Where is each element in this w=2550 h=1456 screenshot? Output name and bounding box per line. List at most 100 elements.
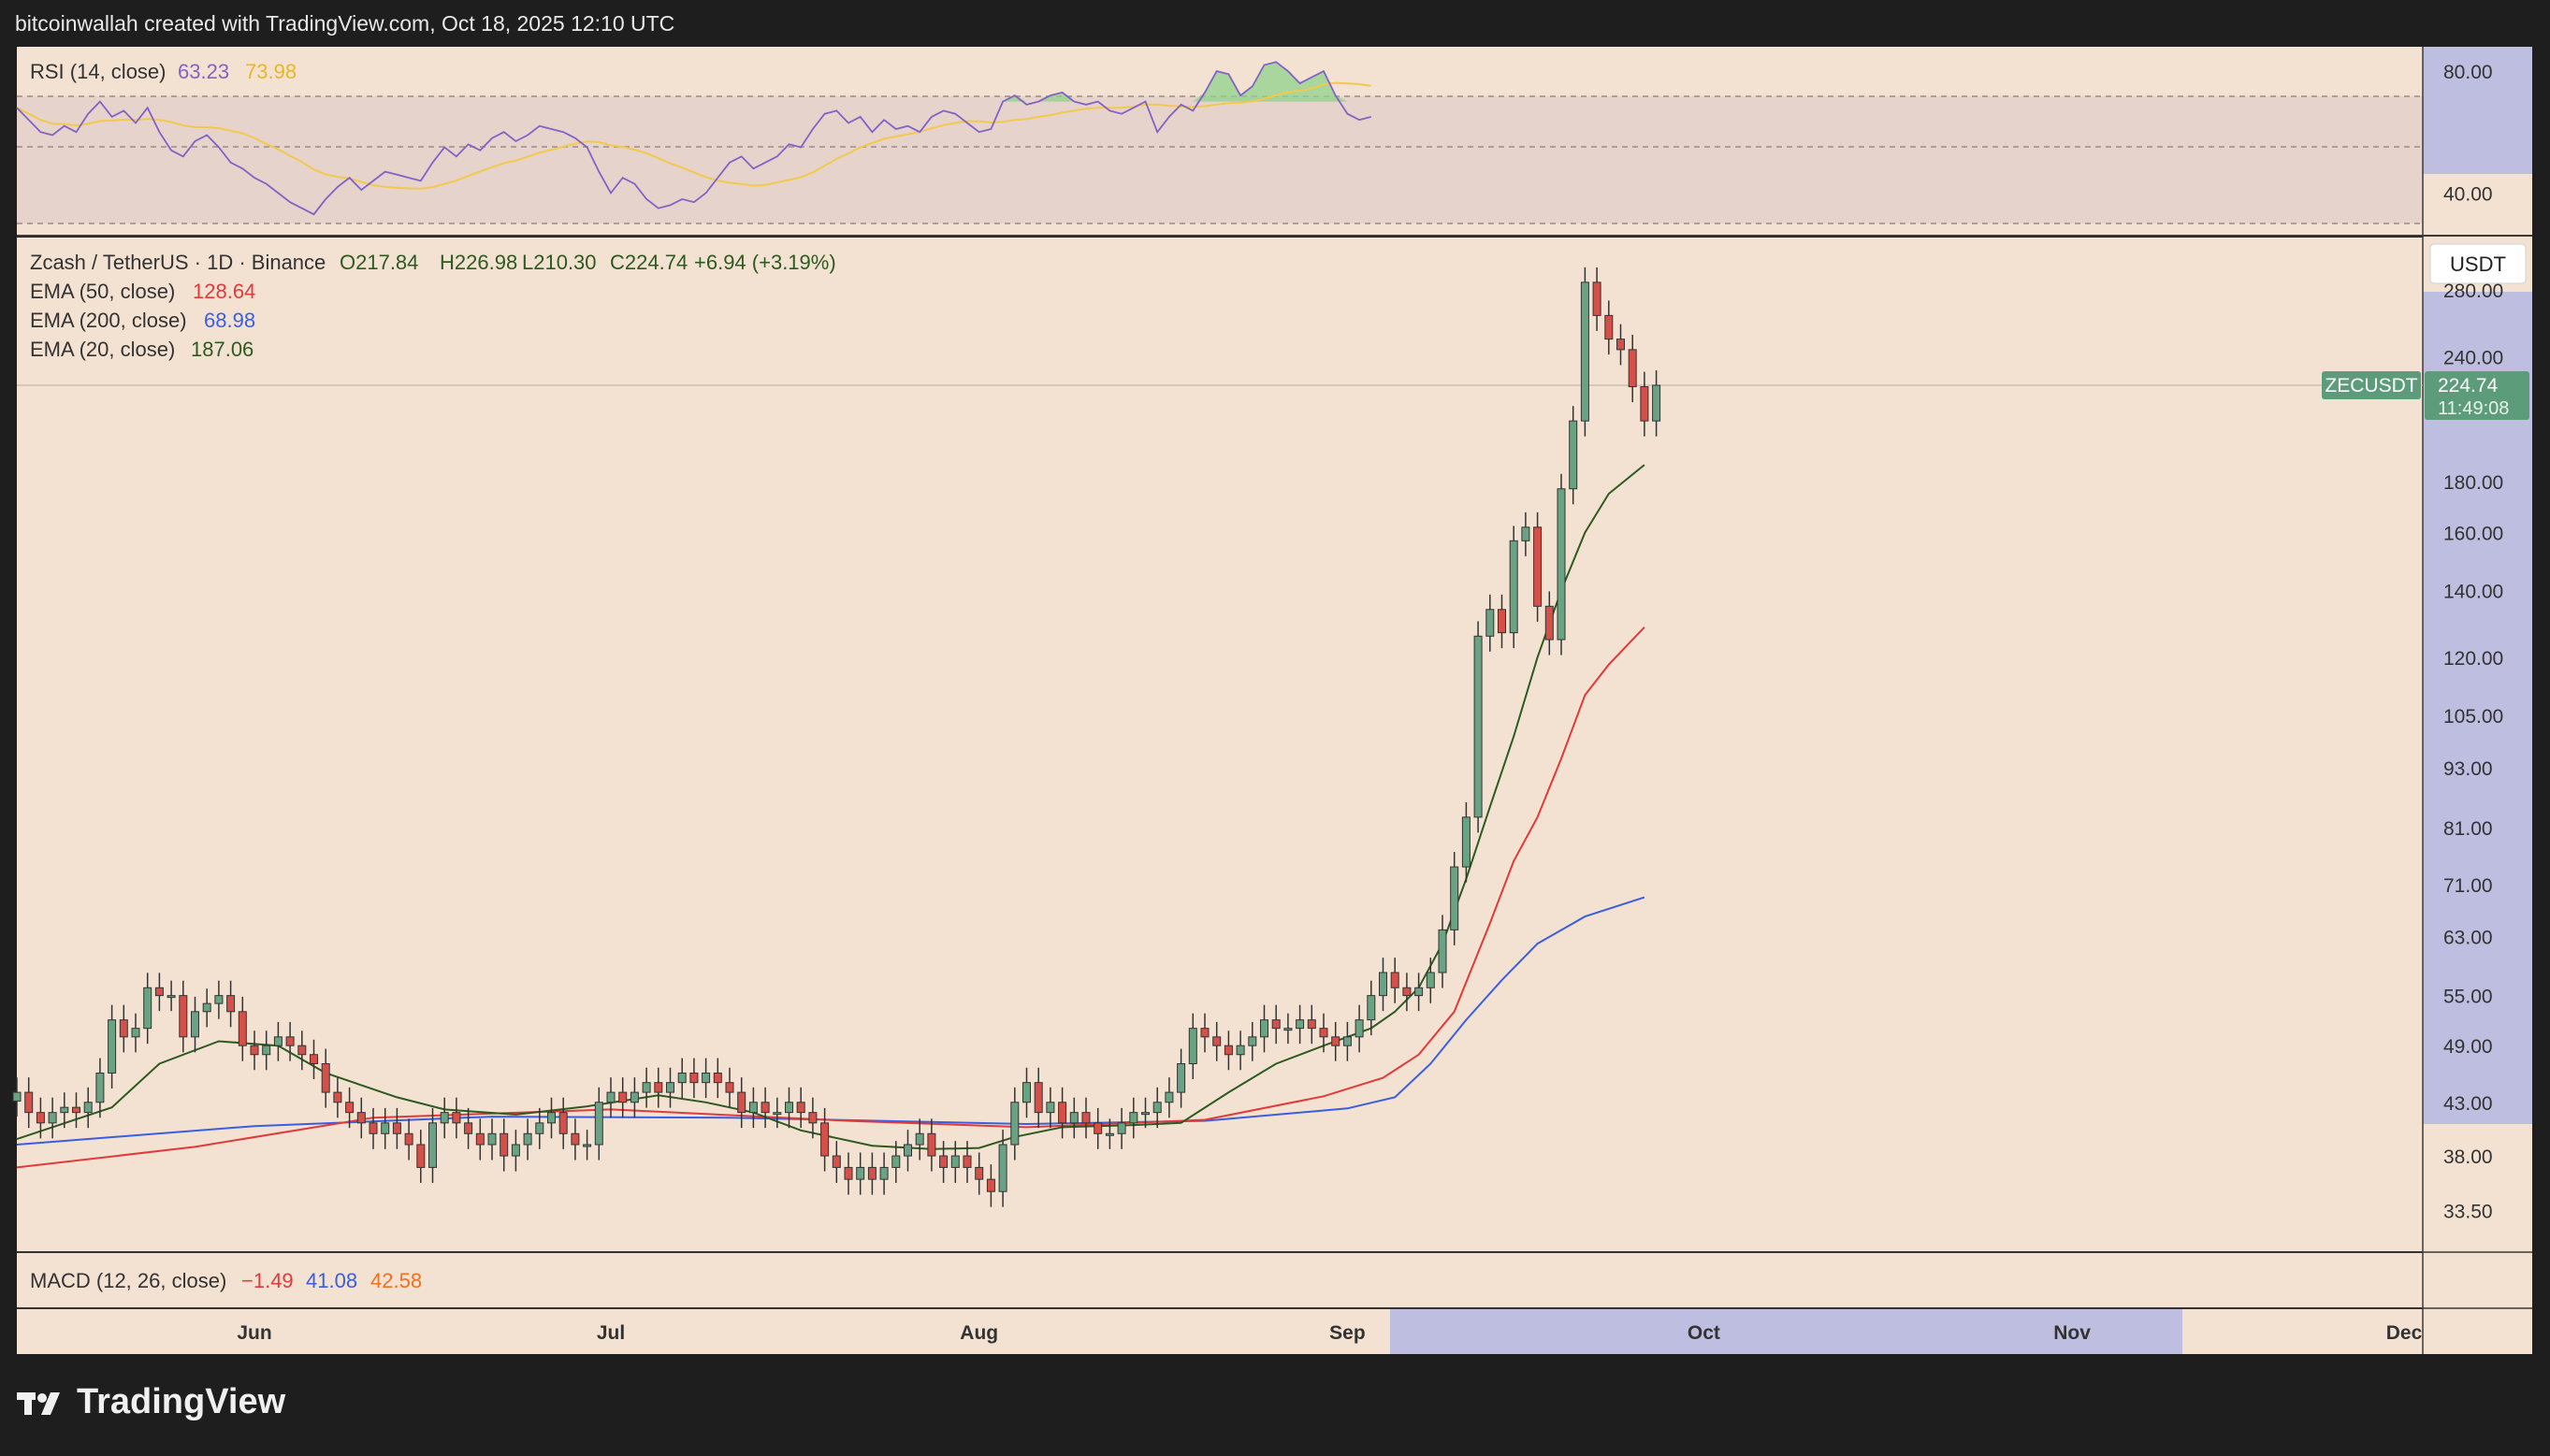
- candle: [464, 1107, 473, 1149]
- candle-body: [167, 995, 176, 999]
- candle: [642, 1067, 651, 1108]
- ema20-line: [16, 464, 1645, 1150]
- candle: [654, 1067, 663, 1108]
- candle-body: [1046, 1102, 1055, 1114]
- candle-body: [1307, 1019, 1316, 1030]
- candle: [1141, 1097, 1150, 1129]
- candle-body: [1414, 987, 1424, 997]
- candle-body: [523, 1132, 532, 1146]
- currency-button-label: USDT: [2450, 252, 2506, 276]
- candle: [1010, 1087, 1020, 1160]
- candle: [785, 1087, 793, 1129]
- currency-button[interactable]: [2429, 243, 2527, 284]
- candle: [618, 1077, 628, 1118]
- candle-body: [214, 995, 224, 1004]
- price-axis-tick: 93.00: [2443, 758, 2493, 780]
- candle-body: [1473, 635, 1483, 818]
- price-axis-tick: 160.00: [2443, 524, 2503, 545]
- candle-body: [1616, 339, 1625, 351]
- price-axis-tick: 55.00: [2443, 987, 2493, 1008]
- price-axis-tick: 120.00: [2443, 648, 2503, 670]
- current-price-tag: ZECUSDT 224.74 11:49:08: [2322, 371, 2529, 421]
- candle: [83, 1087, 93, 1129]
- candle: [1604, 300, 1614, 355]
- candle: [939, 1141, 949, 1183]
- candle-body: [856, 1166, 865, 1180]
- candle: [571, 1118, 580, 1160]
- candle: [1058, 1087, 1067, 1139]
- candle-body: [796, 1102, 805, 1114]
- candle-body: [226, 995, 236, 1013]
- candle: [677, 1058, 687, 1099]
- candle: [1342, 1021, 1352, 1061]
- candle: [1426, 958, 1435, 1003]
- candle: [214, 980, 224, 1019]
- price-axis-tick: 33.50: [2443, 1202, 2493, 1223]
- candle: [1473, 621, 1483, 833]
- candle-body: [1450, 866, 1459, 930]
- candle-body: [250, 1045, 259, 1056]
- candle: [1557, 473, 1566, 656]
- candle-body: [1165, 1091, 1174, 1103]
- candle-body: [440, 1112, 449, 1124]
- ema200-value: 68.98: [204, 309, 255, 332]
- candle: [1485, 594, 1495, 652]
- candle-body: [143, 987, 152, 1030]
- rsi-series-layer: [16, 61, 1372, 216]
- candle: [452, 1097, 461, 1139]
- candle-body: [487, 1132, 497, 1146]
- ema20-label: EMA (20, close): [30, 338, 175, 361]
- candle-body: [131, 1028, 140, 1038]
- candle: [1248, 1021, 1257, 1061]
- candle: [1616, 324, 1625, 366]
- candle-body: [689, 1072, 699, 1084]
- candle-body: [48, 1112, 57, 1124]
- candle-body: [60, 1106, 69, 1114]
- candle: [1081, 1097, 1091, 1139]
- candle: [428, 1107, 437, 1183]
- candle-body: [1260, 1019, 1268, 1038]
- time-axis-tick: Aug: [960, 1322, 998, 1344]
- candle-body: [1426, 972, 1435, 988]
- candle-body: [927, 1132, 936, 1157]
- candle: [24, 1077, 34, 1129]
- price-axis-tick: 140.00: [2443, 582, 2503, 603]
- candle: [713, 1058, 722, 1099]
- price-axis-highlight: [2423, 292, 2532, 1124]
- candle-body: [1283, 1028, 1293, 1031]
- candle: [1271, 1004, 1281, 1045]
- candle-body: [511, 1144, 520, 1157]
- candle: [1498, 594, 1506, 649]
- rsi-ma-value: 73.98: [245, 60, 297, 83]
- candle-body: [1224, 1045, 1233, 1056]
- candle-body: [273, 1036, 283, 1046]
- candle: [72, 1092, 80, 1129]
- candle: [737, 1077, 746, 1129]
- candle: [119, 1004, 128, 1053]
- candle: [1509, 526, 1518, 649]
- rsi-ma-line: [16, 81, 1371, 190]
- candle-body: [904, 1144, 912, 1157]
- symbol-label[interactable]: Zcash / TetherUS · 1D · Binance: [30, 251, 326, 274]
- candle: [891, 1141, 901, 1183]
- candle-body: [844, 1166, 853, 1180]
- price-tag-countdown: 11:49:08: [2438, 398, 2509, 419]
- ohlc-close: C224.74: [610, 251, 688, 274]
- candle: [1283, 1013, 1293, 1045]
- candle-body: [1509, 540, 1518, 634]
- candle: [1379, 958, 1387, 1012]
- candle: [226, 980, 236, 1028]
- candle: [904, 1130, 912, 1172]
- rsi-label: RSI (14, close): [30, 60, 167, 83]
- candle-body: [416, 1144, 426, 1168]
- candle: [310, 1039, 318, 1080]
- candle: [1640, 371, 1649, 437]
- candle: [273, 1021, 283, 1061]
- candle: [702, 1058, 711, 1099]
- candle: [1224, 1031, 1233, 1071]
- candle: [927, 1118, 936, 1172]
- candle-body: [1342, 1036, 1352, 1046]
- candle: [1438, 915, 1447, 988]
- candle-body: [1592, 281, 1601, 316]
